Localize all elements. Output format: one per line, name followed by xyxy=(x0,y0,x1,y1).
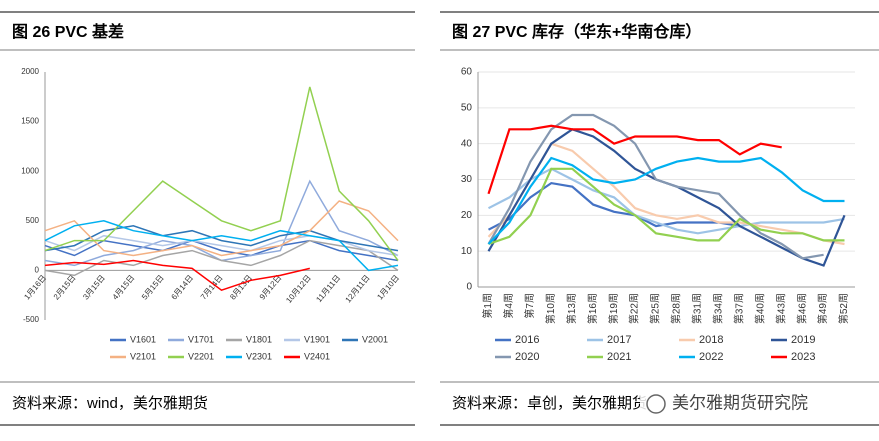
source: 资料来源：卓创，美尔雅期货 xyxy=(452,395,647,412)
watermark: 美尔雅期货研究院 xyxy=(672,393,808,412)
legend-label: 2021 xyxy=(607,351,631,363)
legend-label: 2019 xyxy=(791,334,815,346)
legend-label: 2017 xyxy=(607,334,631,346)
x-tick-label: 第37周 xyxy=(732,293,745,324)
watermark-bg xyxy=(640,391,865,417)
x-tick-label: 10月12日 xyxy=(284,273,313,305)
x-tick-label: 5月15日 xyxy=(140,273,166,301)
series-line xyxy=(44,239,399,277)
y-tick-label: 60 xyxy=(461,67,473,78)
x-tick-label: 第49周 xyxy=(816,293,829,324)
series-line xyxy=(44,179,399,267)
x-tick-label: 第46周 xyxy=(795,293,808,324)
x-tick-label: 11月11日 xyxy=(314,273,342,304)
y-tick-label: 10 xyxy=(461,246,473,257)
x-tick-label: 1月10日 xyxy=(375,273,401,301)
x-tick-label: 第13周 xyxy=(565,293,578,324)
legend-label: V1801 xyxy=(246,334,272,344)
series-line xyxy=(487,128,846,267)
y-tick-label: 0 xyxy=(35,266,40,275)
x-tick-label: 2月15日 xyxy=(52,273,78,301)
x-tick-label: 第43周 xyxy=(774,293,787,324)
source: 资料来源：wind，美尔雅期货 xyxy=(12,395,208,412)
x-tick-label: 第22周 xyxy=(628,293,641,324)
watermark-icon xyxy=(646,394,666,414)
x-tick-label: 第52周 xyxy=(837,293,850,324)
x-tick-label: 第1周 xyxy=(481,293,494,319)
legend-label: 2022 xyxy=(699,351,723,363)
legend-label: V2401 xyxy=(304,351,330,361)
x-tick-label: 第40周 xyxy=(753,293,766,324)
x-tick-label: 第31周 xyxy=(691,293,704,324)
series-line xyxy=(44,86,399,261)
x-tick-label: 第16周 xyxy=(586,293,599,324)
x-tick-label: 1月16日 xyxy=(22,273,48,301)
series-line xyxy=(44,200,399,257)
legend-label: 2020 xyxy=(515,351,539,363)
x-tick-label: 第7周 xyxy=(523,293,536,319)
y-tick-label: 50 xyxy=(461,102,473,113)
legend-label: 2018 xyxy=(699,334,723,346)
series-line xyxy=(487,181,740,231)
legend-label: V2201 xyxy=(188,351,214,361)
x-tick-label: 第25周 xyxy=(649,293,662,324)
y-tick-label: 500 xyxy=(26,216,40,225)
series-line xyxy=(487,124,782,195)
figure-title: 图 27 PVC 库存（华东+华南仓库） xyxy=(452,22,701,41)
y-tick-label: 20 xyxy=(461,210,473,221)
legend-label: 2023 xyxy=(791,351,815,363)
x-tick-label: 6月14日 xyxy=(169,273,195,301)
x-tick-label: 第28周 xyxy=(670,293,683,324)
y-tick-label: 0 xyxy=(466,282,472,293)
y-tick-label: -500 xyxy=(23,315,40,324)
x-tick-label: 第4周 xyxy=(502,293,515,319)
y-tick-label: 40 xyxy=(461,138,473,149)
x-tick-label: 第34周 xyxy=(712,293,725,324)
series-line xyxy=(488,167,845,246)
x-tick-label: 7月14日 xyxy=(199,273,225,301)
series-line xyxy=(487,156,845,245)
y-tick-label: 1500 xyxy=(21,117,39,126)
series-line xyxy=(44,220,399,272)
legend-label: V1901 xyxy=(304,334,330,344)
legend-label: V1701 xyxy=(188,334,214,344)
series-line xyxy=(487,167,845,235)
x-tick-label: 3月15日 xyxy=(81,273,107,301)
x-tick-label: 第10周 xyxy=(544,293,557,324)
y-tick-label: 30 xyxy=(461,174,473,185)
y-tick-label: 1000 xyxy=(21,166,39,175)
series-line xyxy=(487,113,824,260)
legend-label: V1601 xyxy=(130,334,156,344)
figure-title: 图 26 PVC 基差 xyxy=(12,22,124,41)
x-tick-label: 第19周 xyxy=(607,293,620,324)
legend-label: 2016 xyxy=(515,334,539,346)
legend-label: V2101 xyxy=(130,351,156,361)
legend-label: V2301 xyxy=(246,351,272,361)
legend-label: V2001 xyxy=(362,334,388,344)
x-tick-label: 12月11日 xyxy=(343,273,371,304)
series-line xyxy=(44,259,310,292)
y-tick-label: 2000 xyxy=(21,67,39,76)
x-tick-label: 4月15日 xyxy=(111,273,137,301)
